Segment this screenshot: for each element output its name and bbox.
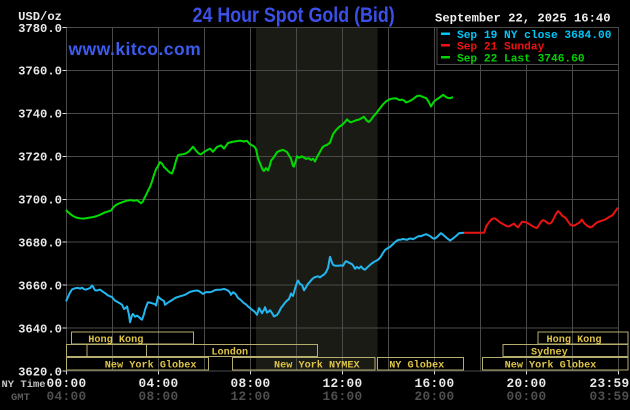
svg-text:Sep 19 NY close 3684.00: Sep 19 NY close 3684.00 xyxy=(457,30,612,42)
svg-text:USD/oz: USD/oz xyxy=(18,10,62,24)
svg-text:08:00: 08:00 xyxy=(231,376,271,391)
svg-text:Sydney: Sydney xyxy=(531,346,568,358)
svg-text:16:00: 16:00 xyxy=(415,376,455,391)
svg-text:3780.0: 3780.0 xyxy=(18,22,62,36)
svg-text:24 Hour Spot Gold (Bid): 24 Hour Spot Gold (Bid) xyxy=(193,3,395,27)
svg-text:03:59: 03:59 xyxy=(590,389,630,404)
svg-text:NY Globex: NY Globex xyxy=(389,359,444,371)
svg-text:3620.0: 3620.0 xyxy=(18,365,62,379)
svg-text:3760.0: 3760.0 xyxy=(18,65,62,79)
svg-text:20:00: 20:00 xyxy=(415,389,455,404)
svg-text:20:00: 20:00 xyxy=(507,376,547,391)
svg-text:New York NYMEX: New York NYMEX xyxy=(274,359,360,371)
svg-text:12:00: 12:00 xyxy=(323,376,363,391)
svg-text:08:00: 08:00 xyxy=(139,389,179,404)
svg-text:16:00: 16:00 xyxy=(323,389,363,404)
svg-text:New York Globex: New York Globex xyxy=(505,359,597,371)
svg-text:04:00: 04:00 xyxy=(139,376,179,391)
svg-text:Hong Kong: Hong Kong xyxy=(547,335,602,346)
svg-text:3740.0: 3740.0 xyxy=(18,108,62,122)
svg-text:Sep 21 Sunday: Sep 21 Sunday xyxy=(457,42,545,54)
svg-text:London: London xyxy=(211,346,248,358)
svg-text:3700.0: 3700.0 xyxy=(18,194,62,208)
svg-text:GMT: GMT xyxy=(11,392,30,404)
svg-text:12:00: 12:00 xyxy=(231,389,271,404)
svg-text:3720.0: 3720.0 xyxy=(18,151,62,165)
svg-text:3680.0: 3680.0 xyxy=(18,236,62,250)
svg-text:NY Time: NY Time xyxy=(2,379,46,391)
svg-text:Sep 22 Last 3746.60: Sep 22 Last 3746.60 xyxy=(457,53,585,65)
svg-text:New York Globex: New York Globex xyxy=(105,359,197,371)
svg-text:Hong Kong: Hong Kong xyxy=(88,335,143,346)
svg-text:3660.0: 3660.0 xyxy=(18,279,62,293)
svg-text:September 22, 2025 16:40: September 22, 2025 16:40 xyxy=(435,12,611,26)
svg-text:00:00: 00:00 xyxy=(47,376,87,391)
svg-text:23:59: 23:59 xyxy=(590,376,630,391)
svg-text:00:00: 00:00 xyxy=(507,389,547,404)
svg-text:www.kitco.com: www.kitco.com xyxy=(68,39,202,59)
svg-text:3640.0: 3640.0 xyxy=(18,322,62,336)
svg-text:04:00: 04:00 xyxy=(47,389,87,404)
